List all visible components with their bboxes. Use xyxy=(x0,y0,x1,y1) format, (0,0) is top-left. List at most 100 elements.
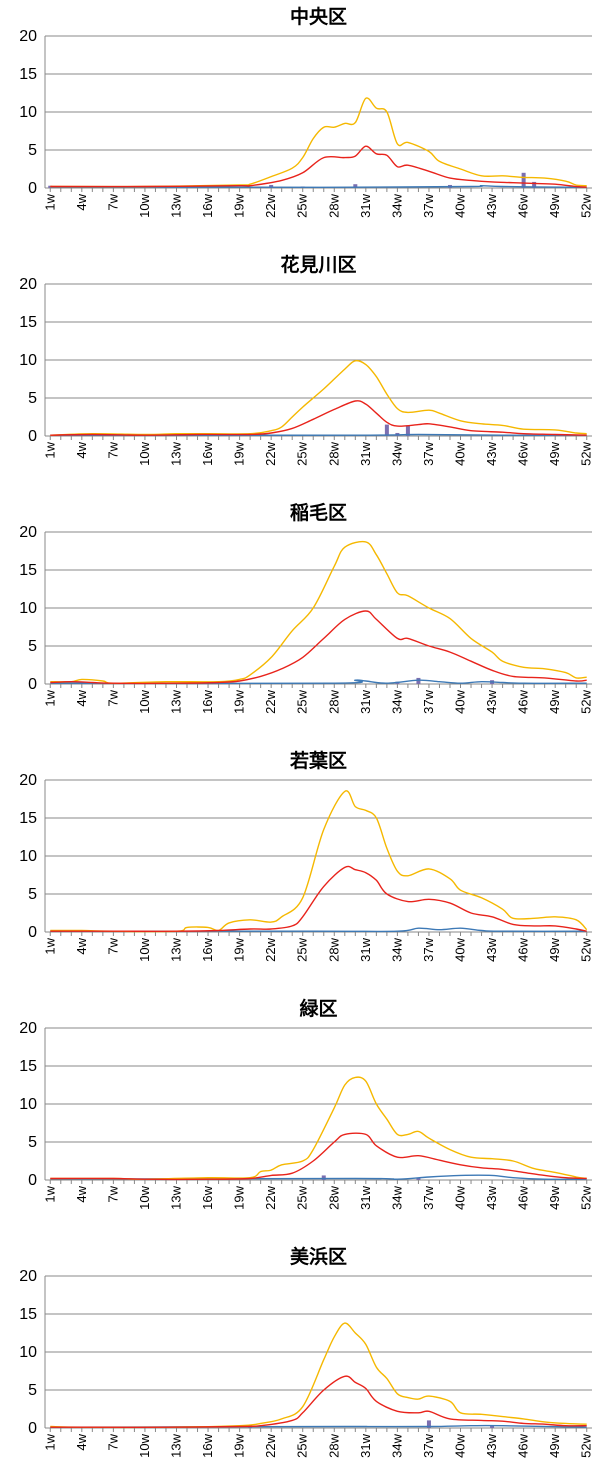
x-tick-label: 46w xyxy=(516,937,531,961)
bar xyxy=(416,1177,421,1180)
x-tick-label: 4w xyxy=(74,193,89,210)
x-tick-label: 22w xyxy=(263,689,278,713)
x-tick-label: 52w xyxy=(579,441,594,465)
x-tick-label: 49w xyxy=(547,1185,562,1209)
x-tick-label: 16w xyxy=(200,1185,215,1209)
x-tick-label: 34w xyxy=(389,937,404,961)
bar xyxy=(532,181,537,188)
x-tick-label: 1w xyxy=(42,937,57,954)
x-tick-label: 37w xyxy=(421,937,436,961)
x-tick-label: 28w xyxy=(326,937,341,961)
y-tick-label: 0 xyxy=(28,180,37,197)
y-tick-label: 15 xyxy=(19,1306,37,1323)
x-tick-label: 13w xyxy=(168,193,183,217)
x-tick-label: 40w xyxy=(453,937,468,961)
x-tick-label: 19w xyxy=(232,193,247,217)
y-tick-label: 5 xyxy=(28,638,37,655)
x-tick-label: 16w xyxy=(200,689,215,713)
yellow-series-line xyxy=(50,790,588,933)
x-tick-label: 31w xyxy=(358,689,373,713)
x-tick-label: 52w xyxy=(579,1433,594,1457)
bar xyxy=(384,424,389,436)
yellow-series-line xyxy=(50,359,587,436)
x-tick-label: 37w xyxy=(421,441,436,465)
y-tick-label: 5 xyxy=(28,1134,37,1151)
bar xyxy=(416,677,421,684)
x-tick-label: 4w xyxy=(74,689,89,706)
chart-title: 美浜区 xyxy=(290,1245,347,1268)
x-tick-label: 22w xyxy=(263,1185,278,1209)
red-series-line xyxy=(50,400,587,436)
chart-title: 緑区 xyxy=(299,997,337,1020)
bar xyxy=(321,1175,326,1180)
chart-panel: 中央区 0 5 10 15 20 1w 4w 7w 10w 13w 16w 19w 22w 25w 28w 31… xyxy=(19,5,594,218)
yellow-series-line xyxy=(50,97,587,188)
x-tick-label: 28w xyxy=(326,1185,341,1209)
y-tick-label: 5 xyxy=(28,1382,37,1399)
x-tick-label: 1w xyxy=(42,1433,57,1450)
x-tick-label: 7w xyxy=(105,1433,120,1450)
x-tick-label: 1w xyxy=(42,1185,57,1202)
x-tick-label: 13w xyxy=(168,937,183,961)
bar xyxy=(426,1420,431,1428)
x-tick-label: 19w xyxy=(232,1185,247,1209)
x-tick-label: 16w xyxy=(200,193,215,217)
chart-panel: 美浜区 0 5 10 15 20 1w 4w 7w 10w 13w 16w 19w 22w 25w 28w 31… xyxy=(19,1245,594,1458)
x-tick-label: 7w xyxy=(105,441,120,458)
red-series-line xyxy=(50,1375,587,1428)
x-tick-label: 10w xyxy=(137,1433,152,1457)
x-tick-label: 13w xyxy=(168,441,183,465)
x-tick-label: 31w xyxy=(358,193,373,217)
yellow-series-line xyxy=(50,1076,587,1180)
x-tick-label: 22w xyxy=(263,1433,278,1457)
y-tick-label: 0 xyxy=(28,676,37,693)
x-tick-label: 43w xyxy=(484,689,499,713)
y-tick-label: 5 xyxy=(28,142,37,159)
x-tick-label: 7w xyxy=(105,937,120,954)
blue-series-line xyxy=(50,679,587,685)
y-tick-label: 0 xyxy=(28,924,37,941)
x-tick-label: 49w xyxy=(547,441,562,465)
chart-title: 稲毛区 xyxy=(290,502,347,524)
x-tick-label: 40w xyxy=(453,441,468,465)
x-tick-label: 28w xyxy=(326,193,341,217)
y-tick-label: 15 xyxy=(19,66,37,83)
x-tick-label: 46w xyxy=(516,1185,531,1209)
bar xyxy=(269,184,274,188)
x-tick-label: 34w xyxy=(389,1185,404,1209)
x-tick-label: 34w xyxy=(389,441,404,465)
y-tick-label: 0 xyxy=(28,428,37,445)
x-tick-label: 40w xyxy=(453,1185,468,1209)
x-tick-label: 19w xyxy=(232,689,247,713)
x-tick-label: 31w xyxy=(358,441,373,465)
x-tick-label: 52w xyxy=(579,1185,594,1209)
x-tick-label: 13w xyxy=(168,689,183,713)
y-tick-label: 20 xyxy=(19,1020,37,1037)
y-tick-label: 10 xyxy=(19,600,37,617)
x-tick-label: 16w xyxy=(200,937,215,961)
red-series-line xyxy=(50,1132,587,1181)
x-tick-label: 37w xyxy=(421,193,436,217)
chart-panel: 稲毛区 0 5 10 15 20 1w 4w 7w 10w 13w 16w 19w 22w 25w 28w 31… xyxy=(19,502,594,714)
x-tick-label: 28w xyxy=(326,441,341,465)
x-tick-label: 37w xyxy=(421,1433,436,1457)
x-tick-label: 7w xyxy=(105,689,120,706)
x-tick-label: 52w xyxy=(579,193,594,217)
chart-panel: 緑区 0 5 10 15 20 1w 4w 7w 10w 13w 16w 19w 22w 25w 28w 31w… xyxy=(19,997,594,1210)
x-tick-label: 13w xyxy=(168,1185,183,1209)
x-tick-label: 10w xyxy=(137,1185,152,1209)
x-tick-label: 49w xyxy=(547,689,562,713)
y-tick-label: 5 xyxy=(28,390,37,407)
x-tick-label: 1w xyxy=(42,441,57,458)
x-tick-label: 25w xyxy=(295,937,310,961)
red-series-line xyxy=(50,610,587,685)
y-tick-label: 0 xyxy=(28,1172,37,1189)
blue-series-line xyxy=(50,1174,587,1181)
x-tick-label: 31w xyxy=(358,1185,373,1209)
x-tick-label: 1w xyxy=(42,193,57,210)
x-tick-label: 46w xyxy=(516,193,531,217)
chart-title: 若葉区 xyxy=(290,749,347,772)
x-tick-label: 10w xyxy=(137,441,152,465)
y-tick-label: 20 xyxy=(19,1268,37,1285)
x-tick-label: 49w xyxy=(547,1433,562,1457)
